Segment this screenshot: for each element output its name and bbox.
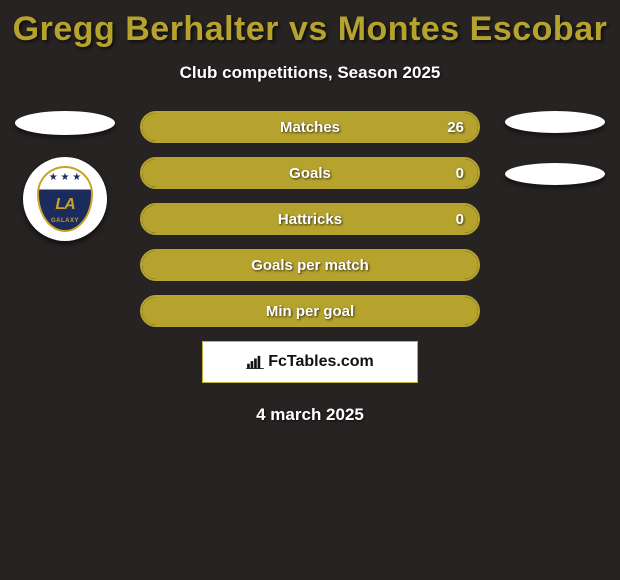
badge-stars-icon: ★ ★ ★	[39, 172, 91, 183]
stat-bar: Matches26	[140, 111, 480, 143]
badge-sub-text: GALAXY	[39, 218, 91, 224]
stat-value-right: 0	[456, 159, 464, 187]
left-player-column: ★ ★ ★ LA GALAXY	[10, 111, 120, 241]
stat-bar-label: Min per goal	[142, 297, 478, 325]
left-club-logo: ★ ★ ★ LA GALAXY	[23, 157, 107, 241]
right-player-slot-2	[505, 163, 605, 185]
stats-column: Matches26Goals0Hattricks0Goals per match…	[140, 111, 480, 327]
snapshot-date: 4 march 2025	[0, 405, 620, 425]
stat-bar: Goals0	[140, 157, 480, 189]
stat-bar-label: Hattricks	[142, 205, 478, 233]
stat-bar-label: Goals per match	[142, 251, 478, 279]
stat-value-right: 0	[456, 205, 464, 233]
badge-main-text: LA	[39, 196, 91, 214]
stat-value-right: 26	[447, 113, 464, 141]
la-galaxy-badge-icon: ★ ★ ★ LA GALAXY	[37, 166, 93, 232]
bar-chart-icon	[246, 355, 264, 369]
stat-bar: Hattricks0	[140, 203, 480, 235]
stat-bar-label: Matches	[142, 113, 478, 141]
right-player-slot-1	[505, 111, 605, 133]
attribution-text: FcTables.com	[268, 353, 374, 371]
comparison-title: Gregg Berhalter vs Montes Escobar	[0, 0, 620, 49]
stat-bar: Goals per match	[140, 249, 480, 281]
left-player-slot	[15, 111, 115, 135]
attribution-box: FcTables.com	[202, 341, 418, 383]
stat-bar-label: Goals	[142, 159, 478, 187]
right-player-column	[500, 111, 610, 215]
comparison-body: ★ ★ ★ LA GALAXY Matches26Goals0Hattricks…	[0, 111, 620, 327]
stat-bar: Min per goal	[140, 295, 480, 327]
comparison-subtitle: Club competitions, Season 2025	[0, 63, 620, 83]
